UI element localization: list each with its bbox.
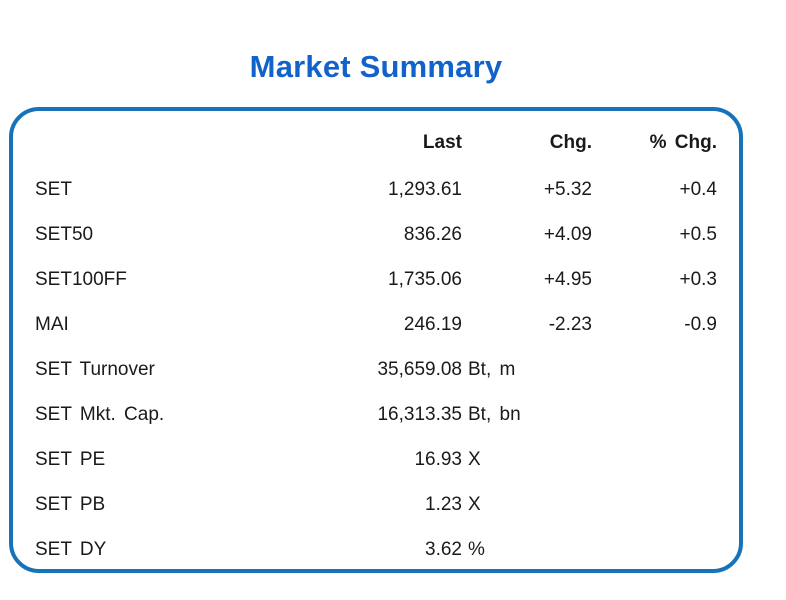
table-row-set-turnover: SET Turnover 35,659.08 Bt, m — [35, 347, 717, 392]
table-row-set-dy: SET DY 3.62 % — [35, 527, 717, 572]
pct-chg-value: +0.5 — [679, 223, 717, 245]
unit-label: Bt, m — [468, 358, 516, 380]
pct-chg-value: +0.4 — [679, 178, 717, 200]
table-row-set-pe: SET PE 16.93 X — [35, 437, 717, 482]
last-value: 16,313.35 — [377, 403, 462, 425]
unit-label: X — [468, 448, 481, 470]
column-header-chg: Chg. — [549, 132, 592, 153]
row-label: SET Mkt. Cap. — [35, 403, 165, 425]
row-label: SET PE — [35, 448, 106, 470]
table-row-set-pb: SET PB 1.23 X — [35, 482, 717, 527]
last-value: 836.26 — [403, 223, 462, 245]
last-value: 1.23 — [425, 493, 462, 515]
last-value: 35,659.08 — [377, 358, 462, 380]
chg-value: +4.95 — [543, 268, 592, 290]
table-row-mai: MAI 246.19 -2.23 -0.9 — [35, 302, 717, 347]
row-label: SET — [35, 178, 72, 200]
chg-value: +4.09 — [543, 223, 592, 245]
table-row-set50: SET50 836.26 +4.09 +0.5 — [35, 212, 717, 257]
row-label: SET PB — [35, 493, 106, 515]
row-label: SET Turnover — [35, 358, 155, 380]
column-header-pct-chg: % Chg. — [649, 132, 717, 153]
row-label: SET DY — [35, 538, 107, 560]
table-header-row: Last Chg. % Chg. — [35, 119, 717, 167]
chg-value: -2.23 — [548, 313, 592, 335]
unit-label: % — [468, 538, 485, 560]
market-summary-panel: Last Chg. % Chg. SET 1,293.61 +5.32 +0.4… — [9, 107, 743, 573]
table-row-set: SET 1,293.61 +5.32 +0.4 — [35, 167, 717, 212]
last-value: 1,735.06 — [388, 268, 462, 290]
unit-label: X — [468, 493, 481, 515]
row-label: SET50 — [35, 223, 94, 245]
last-value: 1,293.61 — [388, 178, 462, 200]
row-label: SET100FF — [35, 268, 127, 290]
column-header-last: Last — [422, 132, 462, 153]
last-value: 16.93 — [414, 448, 462, 470]
last-value: 3.62 — [425, 538, 462, 560]
pct-chg-value: -0.9 — [684, 313, 717, 335]
table-row-set-mkt-cap: SET Mkt. Cap. 16,313.35 Bt, bn — [35, 392, 717, 437]
table-row-set100ff: SET100FF 1,735.06 +4.95 +0.3 — [35, 257, 717, 302]
pct-chg-value: +0.3 — [679, 268, 717, 290]
row-label: MAI — [35, 313, 69, 335]
page-title: Market Summary — [249, 49, 503, 84]
unit-label: Bt, bn — [468, 403, 521, 425]
last-value: 246.19 — [403, 313, 462, 335]
chg-value: +5.32 — [543, 178, 592, 200]
